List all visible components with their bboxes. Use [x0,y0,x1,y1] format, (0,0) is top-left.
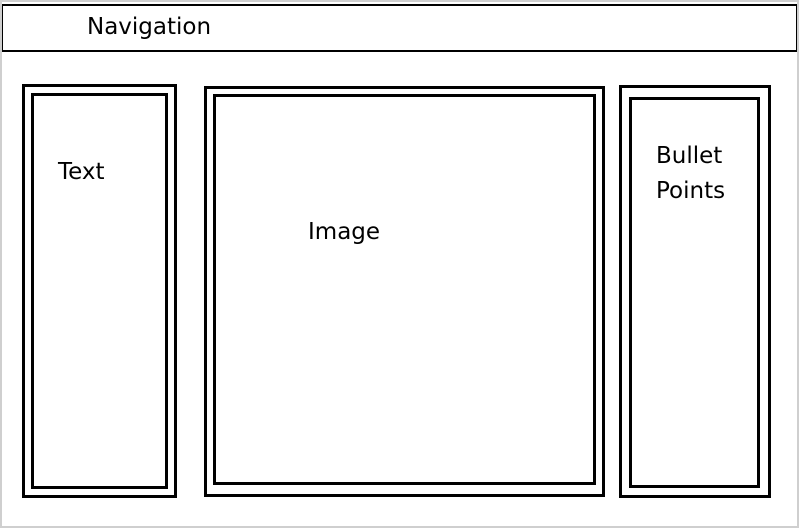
bullet-points-panel-label: Bullet Points [656,143,726,204]
text-panel-outer-frame [22,84,177,498]
text-panel-label: Text [58,159,105,185]
text-panel-inner-frame [31,93,168,489]
image-panel-label: Image [308,219,381,245]
navigation-bar: Navigation [2,4,797,52]
bullet-points-panel-inner-frame [629,97,760,488]
bullet-points-panel-outer-frame [619,85,771,498]
image-panel-outer-frame [204,86,605,497]
image-panel-inner-frame [213,94,596,485]
navigation-label: Navigation [87,14,212,40]
